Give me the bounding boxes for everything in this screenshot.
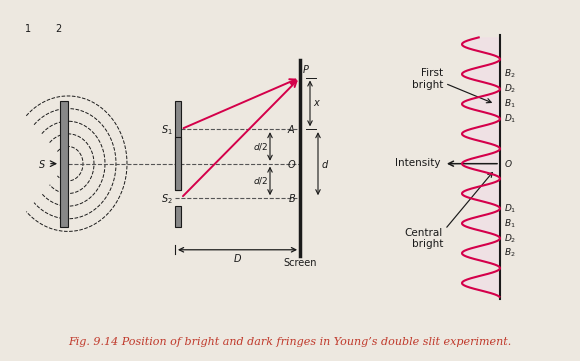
Text: $d/2$: $d/2$ [253,175,268,186]
Text: $B_2$: $B_2$ [504,247,516,260]
Text: $O$: $O$ [504,158,513,169]
Text: First
bright: First bright [412,68,443,90]
Text: $S_2$: $S_2$ [161,192,173,206]
Text: $B$: $B$ [288,192,296,204]
Text: $S$: $S$ [38,158,46,170]
Text: $d/2$: $d/2$ [253,141,268,152]
Text: $D_2$: $D_2$ [504,83,516,95]
Text: $B_1$: $B_1$ [504,217,516,230]
Text: $D_1$: $D_1$ [504,202,516,215]
Text: $d$: $d$ [321,158,329,170]
Text: $A$: $A$ [288,123,296,135]
Text: $D_2$: $D_2$ [504,232,516,244]
Text: $B_2$: $B_2$ [504,68,516,81]
Bar [60,101,68,227]
Text: $O$: $O$ [287,158,296,170]
Text: $B_1$: $B_1$ [504,98,516,110]
Text: Fig. 9.14 Position of bright and dark fringes in Young’s double slit experiment.: Fig. 9.14 Position of bright and dark fr… [68,336,512,347]
Text: 2: 2 [55,23,61,34]
Text: $P$: $P$ [302,63,310,75]
Text: $S_1$: $S_1$ [161,123,173,137]
Text: 1: 1 [25,23,31,34]
Text: Central
bright: Central bright [405,227,443,249]
Bar [175,206,181,227]
Bar [175,101,181,190]
Text: $D$: $D$ [233,252,242,264]
Text: Intensity: Intensity [394,157,440,168]
Text: Screen: Screen [283,258,317,268]
Text: $D_1$: $D_1$ [504,113,516,125]
Text: $x$: $x$ [313,99,321,108]
Bar [175,137,181,190]
